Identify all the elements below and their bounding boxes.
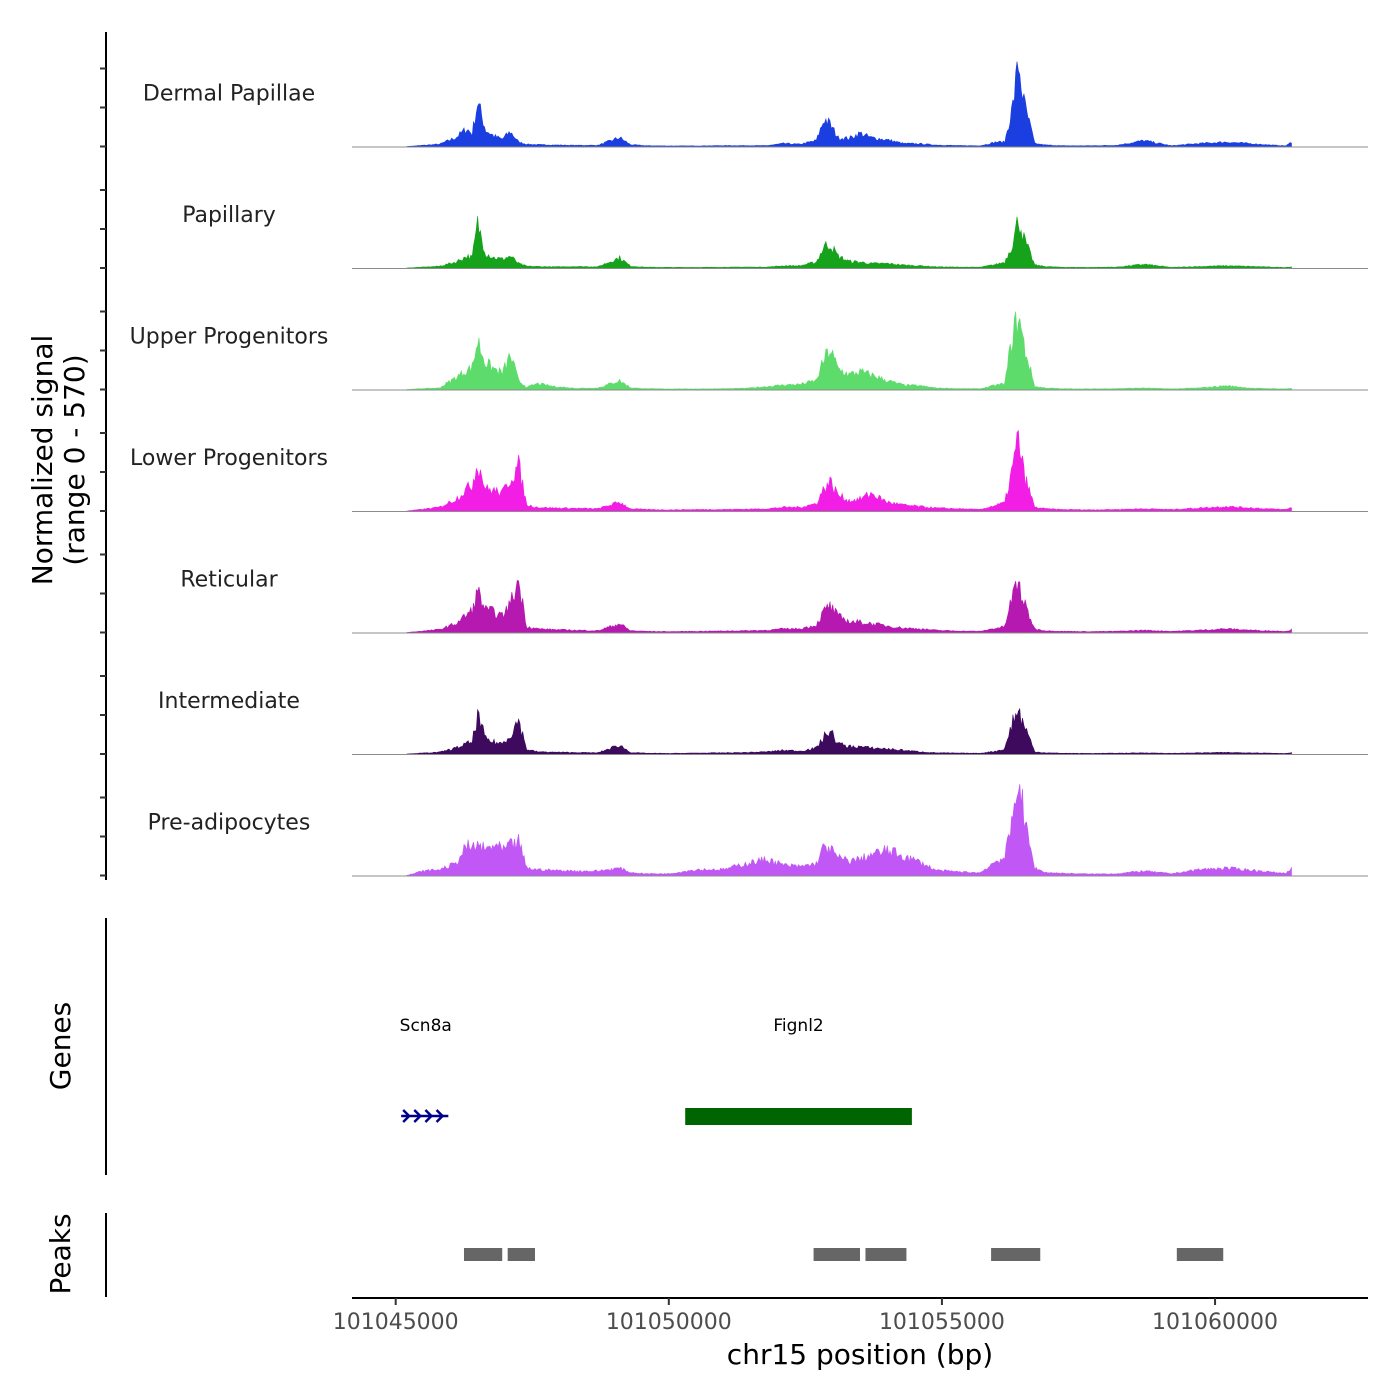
track-lower-progenitors: Lower Progenitors (130, 429, 1368, 512)
track-reticular: Reticular (180, 568, 1368, 634)
track-pre-adipocytes: Pre-adipocytes (148, 784, 1368, 877)
track-dermal-papillae: Dermal Papillae (143, 61, 1368, 148)
coverage-area (406, 61, 1292, 147)
track-intermediate: Intermediate (158, 689, 1368, 755)
coverage-area (406, 311, 1292, 390)
gene-label: Scn8a (400, 1016, 452, 1036)
signal-range-label: (range 0 - 570) (58, 354, 91, 565)
coverage-area (406, 707, 1292, 755)
x-axis: 101045000 101050000 101055000 101060000 (333, 1297, 1368, 1335)
track-label: Intermediate (158, 689, 300, 714)
peaks-axis-title: Peaks (44, 1213, 77, 1294)
track-label: Upper Progenitors (130, 325, 329, 350)
peak-region (991, 1248, 1041, 1261)
gene-body (685, 1108, 912, 1125)
peak-region (507, 1248, 535, 1261)
peak-region (813, 1248, 860, 1261)
coverage-area (406, 579, 1292, 633)
track-papillary: Papillary (182, 203, 1368, 269)
genes-axis-title: Genes (44, 1002, 77, 1090)
track-upper-progenitors: Upper Progenitors (130, 311, 1368, 391)
track-label: Pre-adipocytes (148, 811, 311, 836)
gene-scn8a: Scn8a (400, 1016, 452, 1123)
strand-arrow-icon (435, 1109, 445, 1123)
track-label: Lower Progenitors (130, 446, 328, 471)
peak-region (463, 1248, 503, 1261)
coverage-area (406, 784, 1292, 876)
genes-panel: Scn8a Fignl2 (105, 918, 912, 1175)
strand-arrow-icon (413, 1109, 423, 1123)
track-label: Reticular (180, 568, 278, 593)
strand-arrow-icon (424, 1109, 434, 1123)
x-tick-label: 101060000 (1152, 1310, 1278, 1335)
gene-fignl2: Fignl2 (685, 1016, 912, 1125)
coverage-area (406, 216, 1292, 269)
x-tick-label: 101045000 (333, 1310, 459, 1335)
track-label: Dermal Papillae (143, 82, 315, 107)
peak-region (1176, 1248, 1224, 1261)
x-tick-label: 101055000 (879, 1310, 1005, 1335)
signal-y-axis (100, 32, 107, 880)
signal-tracks: Dermal Papillae Papillary Upper Progenitor… (130, 61, 1368, 877)
track-label: Papillary (182, 203, 276, 228)
x-axis-title: chr15 position (bp) (727, 1338, 993, 1371)
coverage-area (406, 429, 1292, 512)
peak-region (865, 1248, 907, 1261)
signal-axis-title: Normalized signal (26, 335, 59, 586)
strand-arrow-icon (402, 1109, 411, 1123)
peaks-panel (105, 1213, 1224, 1297)
gene-label: Fignl2 (773, 1016, 823, 1036)
x-tick-label: 101050000 (606, 1310, 732, 1335)
